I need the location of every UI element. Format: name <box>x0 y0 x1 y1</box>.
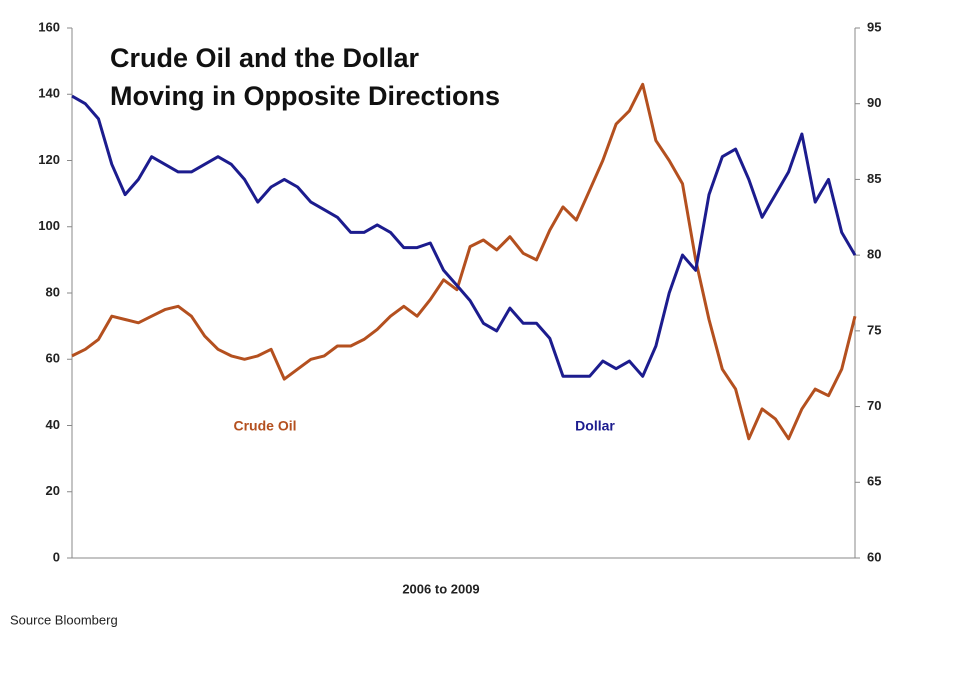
x-axis-label: 2006 to 2009 <box>402 581 479 596</box>
y2-tick-label: 65 <box>867 474 881 489</box>
y2-tick-label: 75 <box>867 322 881 337</box>
y2-tick-label: 95 <box>867 19 881 34</box>
y-tick-label: 20 <box>46 483 60 498</box>
series-line <box>71 82 857 441</box>
y-tick-label: 0 <box>53 549 60 564</box>
y2-tick-label: 70 <box>867 398 881 413</box>
series-label: Dollar <box>575 418 615 434</box>
y-tick-label: 40 <box>46 417 60 432</box>
y2-tick-label: 80 <box>867 247 881 262</box>
y-tick-label: 60 <box>46 351 60 366</box>
y2-tick-label: 60 <box>867 549 881 564</box>
series-line <box>71 94 857 378</box>
y2-tick-label: 85 <box>867 171 881 186</box>
y-tick-label: 140 <box>38 86 60 101</box>
y-tick-label: 80 <box>46 284 60 299</box>
chart-title: Moving in Opposite Directions <box>110 81 500 111</box>
y2-tick-label: 90 <box>867 95 881 110</box>
y-tick-label: 100 <box>38 218 60 233</box>
y-tick-label: 160 <box>38 19 60 34</box>
series-label: Crude Oil <box>233 418 296 434</box>
y-tick-label: 120 <box>38 152 60 167</box>
source-note: Source Bloomberg <box>10 612 118 627</box>
chart-title: Crude Oil and the Dollar <box>110 43 420 73</box>
